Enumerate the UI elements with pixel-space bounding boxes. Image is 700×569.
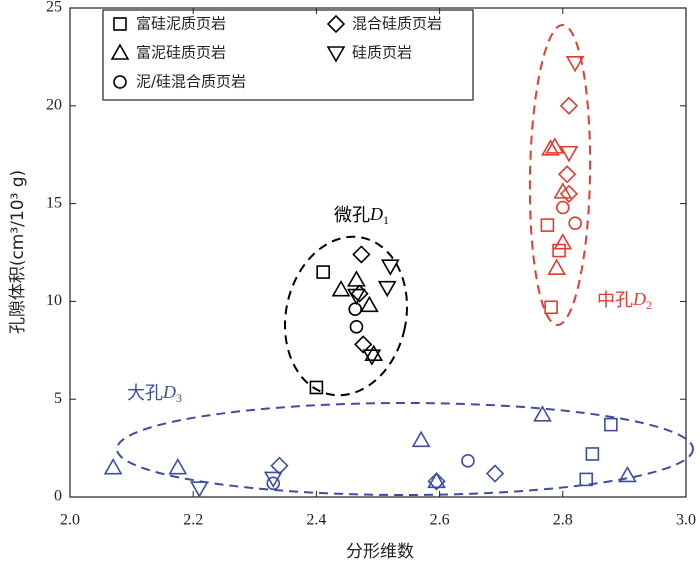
legend-box [102,9,474,101]
annotation-symbol: D [369,204,383,224]
marker [362,349,382,366]
cluster-ellipse [116,402,694,496]
marker [354,335,373,354]
annotation: 中孔D2 [597,289,652,312]
x-tick-label: 2.0 [60,512,80,529]
legend-label: 混合硅质页岩 [352,15,442,33]
marker [568,216,582,230]
annotation: 微孔D1 [334,204,389,227]
marker [427,472,446,491]
marker [553,233,573,250]
annotation-symbol: D [162,382,176,402]
x-tick-label: 2.2 [183,512,203,529]
marker [266,476,281,491]
marker [585,447,600,461]
marker [347,270,366,287]
legend-label: 富硅泥质页岩 [136,15,226,33]
marker [326,14,346,34]
marker [350,284,369,303]
marker [110,43,130,60]
marker [540,218,555,232]
marker [604,417,618,432]
annotation-text: 微孔 [334,205,370,226]
marker [377,280,397,298]
annotation: 大孔D3 [127,382,182,405]
marker [427,471,446,489]
x-tick-label: 2.4 [306,512,326,529]
cluster-ellipse [283,235,409,397]
x-tick-label: 2.8 [553,512,573,529]
marker [189,481,209,498]
marker [565,55,585,73]
y-tick-label: 10 [46,292,62,309]
marker [533,405,552,422]
marker [559,184,579,203]
x-tick-label: 3.0 [676,512,696,529]
marker [579,472,594,487]
marker [552,243,566,258]
marker [547,258,567,275]
marker [541,139,560,156]
marker [557,165,577,184]
cluster-ellipse [528,24,592,326]
marker [103,458,123,475]
annotation-text: 中孔 [597,290,633,311]
marker [113,75,127,89]
legend-label: 硅质页岩 [352,44,412,62]
marker [263,471,283,489]
marker [544,300,558,315]
y-axis-label: 孔隙体积(cm³/10³ g) [8,170,28,334]
y-tick-label: 0 [54,488,62,505]
x-axis-label: 分形维数 [346,542,414,562]
marker [380,259,400,276]
y-tick-label: 15 [46,194,62,211]
marker [485,464,505,483]
annotation-subscript: 3 [176,391,182,405]
marker [270,456,289,475]
marker [352,245,371,264]
x-tick-label: 2.6 [430,512,450,529]
annotation-text: 大孔 [127,383,163,404]
marker [555,200,570,215]
marker [326,46,346,63]
y-tick-label: 20 [46,96,62,113]
marker [359,295,379,313]
marker [559,96,579,115]
marker [309,380,324,395]
annotation-symbol: D [632,289,646,309]
marker [347,288,366,306]
plot-frame [69,7,687,498]
legend-label: 富泥硅质页岩 [136,44,226,62]
y-tick-label: 25 [46,0,62,16]
marker [168,458,188,475]
y-tick-label: 5 [54,390,62,407]
marker [349,320,364,334]
marker [331,280,351,297]
marker [348,302,363,317]
marker [411,430,431,448]
marker [545,137,565,154]
marker [553,182,573,199]
legend-label: 泥/硅混合质页岩 [136,73,246,91]
annotation-subscript: 2 [646,298,652,312]
annotation-subscript: 1 [383,213,389,227]
marker [461,454,475,468]
marker [316,265,330,279]
marker [113,17,127,31]
marker [618,465,637,483]
marker [559,145,579,163]
